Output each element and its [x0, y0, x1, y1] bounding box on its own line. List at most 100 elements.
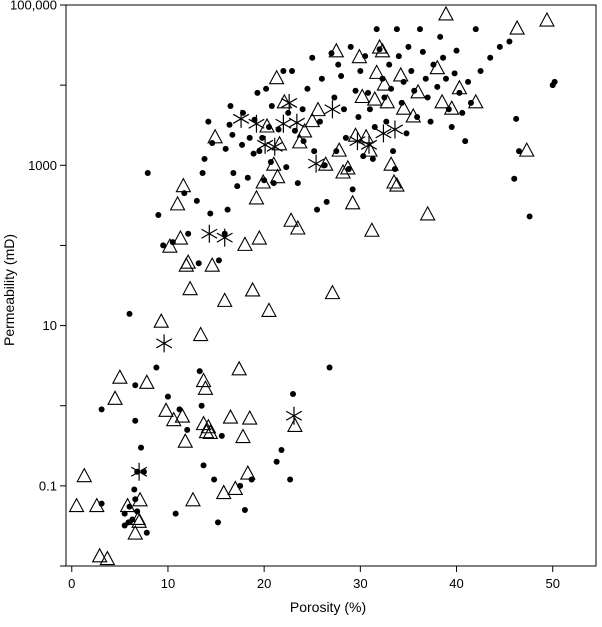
triangle-marker — [291, 133, 308, 149]
dot-marker — [132, 417, 139, 424]
dot-marker — [465, 78, 472, 85]
dot-marker — [185, 230, 192, 237]
dot-marker — [487, 54, 494, 61]
triangle-marker — [383, 156, 400, 171]
dot-marker — [405, 43, 412, 50]
dot-marker — [422, 75, 429, 82]
triangle-marker — [509, 19, 526, 35]
triangle-marker — [239, 464, 256, 480]
triangle-marker — [371, 38, 388, 54]
asterisk-marker — [266, 137, 283, 156]
triangle-marker — [328, 42, 345, 58]
dot-marker — [437, 33, 444, 40]
triangle-marker — [153, 313, 170, 328]
dot-marker — [144, 170, 151, 177]
triangle-marker — [289, 219, 306, 235]
triangle-marker — [172, 229, 189, 245]
dot-marker — [321, 162, 328, 169]
dot-marker — [278, 447, 285, 454]
triangle-marker — [207, 128, 224, 144]
triangle-marker — [434, 93, 451, 109]
triangle-marker — [283, 212, 300, 227]
dot-marker — [126, 310, 133, 317]
triangle-marker — [68, 497, 85, 513]
dot-marker — [551, 78, 558, 85]
dot-marker — [254, 89, 261, 96]
dot-marker — [164, 393, 171, 400]
triangle-marker — [324, 284, 341, 300]
dot-marker — [299, 106, 306, 113]
triangle-marker — [344, 194, 361, 210]
dot-marker — [184, 426, 191, 433]
asterisk-marker — [201, 224, 218, 243]
triangle-marker — [91, 547, 108, 563]
triangle-marker — [215, 484, 232, 500]
dot-marker — [347, 43, 354, 50]
dot-marker — [393, 26, 400, 33]
triangle-marker — [158, 402, 174, 417]
triangle-marker — [296, 122, 313, 138]
dot-marker — [138, 444, 145, 451]
triangle-marker — [386, 173, 402, 189]
x-tick-label: 10 — [161, 576, 175, 591]
dot-marker — [246, 134, 253, 141]
dot-marker — [326, 364, 333, 371]
dot-marker — [98, 406, 105, 413]
triangle-marker — [180, 253, 197, 269]
dot-marker — [311, 148, 318, 155]
dot-marker — [516, 148, 523, 155]
x-tick-label: 20 — [257, 576, 271, 591]
asterisk-marker — [386, 120, 404, 139]
dot-marker — [335, 61, 342, 68]
dot-marker — [453, 47, 460, 54]
dot-marker — [241, 506, 248, 513]
dot-marker — [416, 26, 423, 33]
asterisk-marker — [281, 93, 298, 112]
x-tick-label: 0 — [68, 576, 75, 591]
dot-marker — [200, 462, 207, 469]
triangle-marker — [99, 550, 116, 566]
y-axis-label: Permeability (mD) — [1, 234, 17, 346]
triangle-marker — [161, 237, 178, 253]
asterisk-marker — [375, 124, 392, 143]
dot-marker — [316, 118, 323, 125]
triangle-marker — [138, 374, 155, 389]
triangle-marker — [202, 424, 219, 439]
triangle-marker — [304, 112, 321, 128]
dot-marker — [459, 109, 466, 116]
asterisk-marker — [275, 114, 292, 133]
asterisk-marker — [360, 135, 378, 154]
dot-marker — [283, 164, 290, 171]
dot-marker — [408, 68, 415, 75]
dot-marker — [338, 73, 345, 80]
dot-marker — [218, 432, 225, 439]
dot-marker — [496, 43, 503, 50]
y-tick-label: 10 — [43, 318, 57, 333]
y-tick-label: 100,000 — [10, 0, 57, 13]
triangle-marker — [255, 173, 272, 189]
triangle-marker — [379, 93, 396, 109]
triangle-marker — [467, 93, 484, 109]
dot-marker — [199, 170, 206, 177]
asterisk-marker — [324, 100, 341, 119]
triangle-marker — [227, 480, 244, 496]
triangle-marker — [222, 408, 239, 424]
dot-marker — [215, 257, 222, 264]
triangle-marker — [261, 302, 277, 317]
asterisk-marker — [131, 462, 148, 481]
asterisk-marker — [285, 406, 303, 425]
asterisk-marker — [156, 334, 173, 353]
dot-marker — [526, 213, 533, 220]
dot-marker — [448, 124, 455, 131]
triangle-marker — [419, 205, 436, 221]
triangle-marker — [185, 491, 201, 507]
triangle-marker — [347, 127, 364, 142]
x-tick-label: 40 — [449, 576, 463, 591]
triangle-marker — [317, 156, 334, 171]
triangle-marker — [175, 177, 192, 193]
dot-marker — [259, 134, 266, 141]
triangle-marker — [111, 369, 128, 384]
dot-marker — [250, 150, 257, 157]
dot-marker — [222, 145, 229, 152]
triangle-marker — [518, 141, 535, 157]
